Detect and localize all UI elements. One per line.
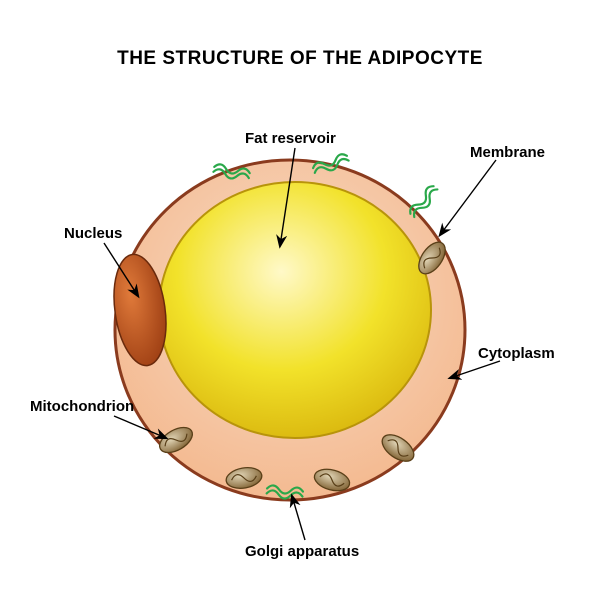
label-cytoplasm: Cytoplasm xyxy=(478,345,555,362)
label-mitochondrion: Mitochondrion xyxy=(30,398,134,415)
label-fat-reservoir: Fat reservoir xyxy=(245,130,336,147)
pointer-arrow xyxy=(440,160,496,235)
label-nucleus: Nucleus xyxy=(64,225,122,242)
label-membrane: Membrane xyxy=(470,144,545,161)
label-golgi-apparatus: Golgi apparatus xyxy=(245,543,359,560)
diagram-container: THE STRUCTURE OF THE ADIPOCYTE xyxy=(0,0,600,600)
pointer-arrow xyxy=(292,496,305,540)
adipocyte-diagram xyxy=(0,0,600,600)
fat-reservoir-shape xyxy=(159,182,431,438)
